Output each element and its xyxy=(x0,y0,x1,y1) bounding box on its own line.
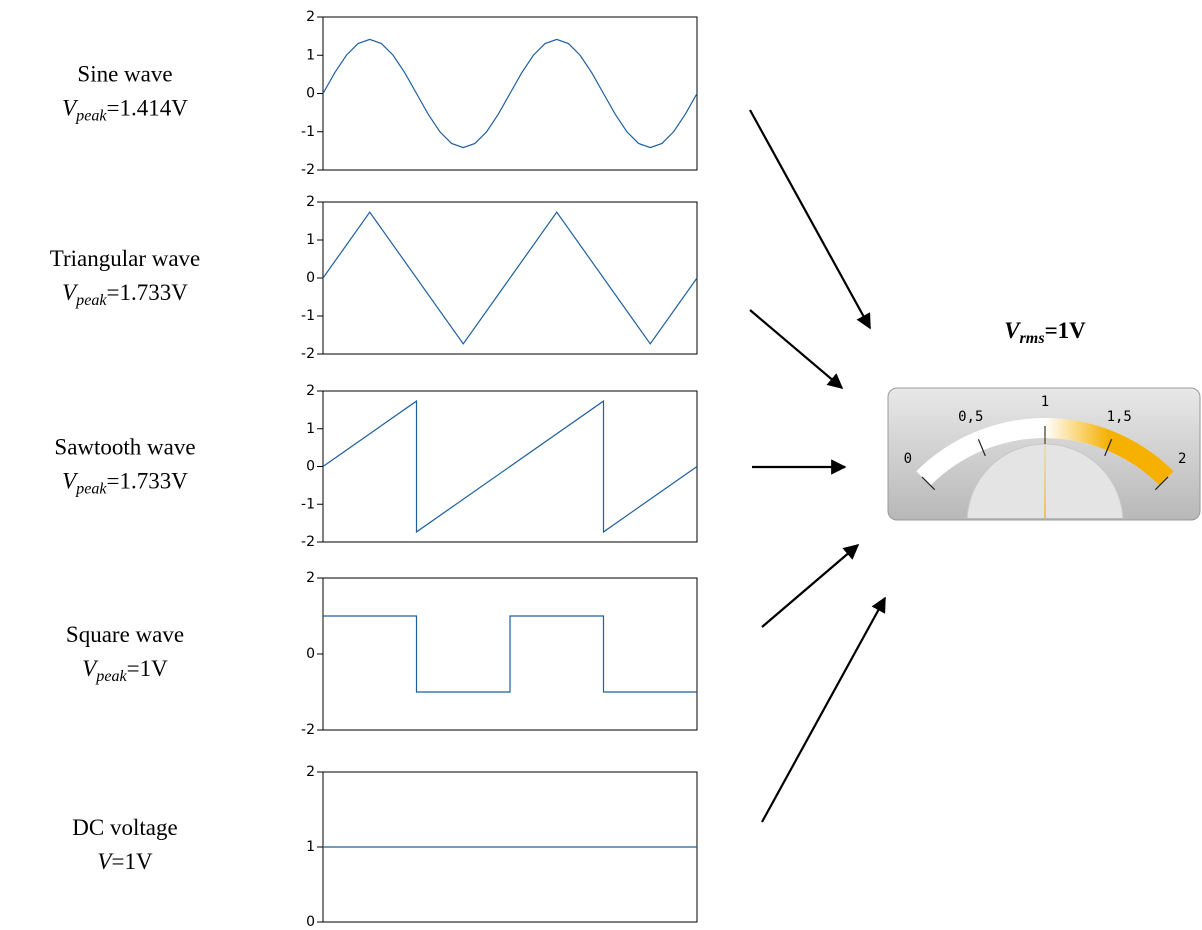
subscript: peak xyxy=(75,481,107,498)
y-tick-label: 1 xyxy=(306,421,315,437)
wave-subtitle: Vpeak=1.733V xyxy=(62,280,188,309)
symbol: V xyxy=(62,280,79,305)
gauge-tick-label: 1,5 xyxy=(1107,409,1132,425)
arrow xyxy=(749,109,871,330)
wave-name: DC voltage xyxy=(72,815,177,840)
y-tick-label: -2 xyxy=(301,534,315,550)
gauge-tick xyxy=(977,439,986,457)
y-tick-label: 0 xyxy=(306,270,315,286)
y-tick-label: -2 xyxy=(301,722,315,738)
symbol: V xyxy=(1004,318,1021,343)
wave-line xyxy=(322,211,698,345)
y-tick-label: 1 xyxy=(306,47,315,63)
subscript: peak xyxy=(75,108,107,125)
y-tick-label: 0 xyxy=(306,914,315,930)
y-tick-label: 0 xyxy=(306,646,315,662)
y-tick-label: 0 xyxy=(306,86,315,102)
subscript: peak xyxy=(95,668,127,685)
y-tick-label: -2 xyxy=(301,162,315,178)
wave-subtitle: V=1V xyxy=(97,849,153,874)
y-tick-label: 0 xyxy=(306,459,315,475)
symbol: V xyxy=(62,96,79,121)
y-tick-label: -1 xyxy=(301,124,315,140)
arrows xyxy=(749,109,886,823)
value-text: =1.733V xyxy=(107,469,189,494)
arrow xyxy=(761,543,860,628)
gauge: 0 0,5 1 1,5 2 xyxy=(904,394,1186,518)
symbol: V xyxy=(82,656,99,681)
y-tick-label: 2 xyxy=(306,764,315,780)
value-text: =1V xyxy=(111,849,152,874)
gauge-tick-label: 1 xyxy=(1041,394,1049,410)
gauge-title: Vrms=1V xyxy=(1004,318,1086,347)
value-text: =1V xyxy=(1045,318,1087,343)
gauge-tick xyxy=(1154,476,1169,491)
y-tick-label: -1 xyxy=(301,496,315,512)
value-text: =1.414V xyxy=(107,96,189,121)
symbol: V xyxy=(62,469,79,494)
wave-name: Sine wave xyxy=(77,62,172,87)
subscript: rms xyxy=(1020,330,1045,347)
gauge-tick xyxy=(921,476,936,491)
y-tick-label: 2 xyxy=(306,383,315,399)
value-text: =1.733V xyxy=(107,280,189,305)
y-tick-label: 1 xyxy=(306,232,315,248)
value-text: =1V xyxy=(127,656,168,681)
wave-subtitle: Vpeak=1.733V xyxy=(62,469,188,498)
wave-line xyxy=(322,38,698,149)
y-tick-label: 1 xyxy=(306,839,315,855)
symbol: V xyxy=(97,849,114,874)
y-tick-label: -2 xyxy=(301,346,315,362)
gauge-range xyxy=(1045,418,1174,486)
arrow xyxy=(761,596,886,823)
y-tick-label: 2 xyxy=(306,570,315,586)
wave-subtitle: Vpeak=1V xyxy=(82,656,168,685)
gauge-tick-label: 2 xyxy=(1178,451,1186,467)
wave-name: Sawtooth wave xyxy=(54,435,195,460)
wave-name: Triangular wave xyxy=(50,246,201,271)
gauge-tick xyxy=(1104,439,1113,457)
subscript: peak xyxy=(75,292,107,309)
gauge-tick-label: 0 xyxy=(904,451,912,467)
arrow xyxy=(749,309,844,389)
y-tick-label: 2 xyxy=(306,9,315,25)
wave-subtitle: Vpeak=1.414V xyxy=(62,96,188,125)
wave-line xyxy=(323,615,697,693)
gauge-needle xyxy=(1044,418,1046,518)
wave-line xyxy=(322,399,698,534)
gauge-tick-label: 0,5 xyxy=(958,409,983,425)
wave-name: Square wave xyxy=(66,622,184,647)
y-tick-label: -1 xyxy=(301,308,315,324)
y-tick-label: 2 xyxy=(306,194,315,210)
